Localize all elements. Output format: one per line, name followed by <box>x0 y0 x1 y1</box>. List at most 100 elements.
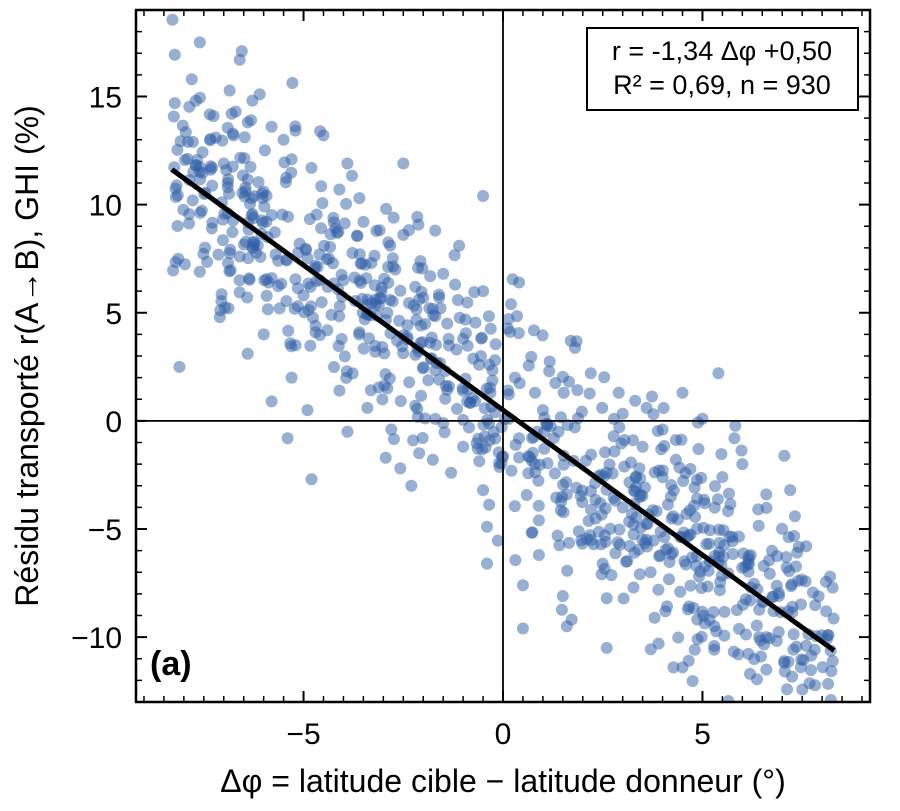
data-point <box>353 248 366 261</box>
data-point <box>451 294 464 306</box>
data-point <box>368 249 381 262</box>
data-point <box>313 329 326 341</box>
data-point <box>516 622 529 635</box>
data-point <box>783 565 796 578</box>
data-point <box>763 632 776 645</box>
data-point <box>394 284 407 297</box>
data-point <box>665 548 678 561</box>
data-point <box>565 613 578 626</box>
data-point <box>477 190 490 202</box>
data-point <box>244 197 256 210</box>
data-point <box>585 503 597 516</box>
data-point <box>621 555 634 568</box>
data-point <box>166 13 179 26</box>
data-point <box>333 183 346 196</box>
data-point <box>715 448 728 461</box>
data-point <box>557 458 570 471</box>
data-point <box>736 561 749 574</box>
data-point <box>781 683 793 696</box>
data-point <box>204 134 217 147</box>
data-point <box>484 381 496 394</box>
data-point <box>394 462 407 475</box>
data-point <box>173 360 186 373</box>
data-point <box>788 530 801 542</box>
y-tick-label: 5 <box>105 298 122 331</box>
data-point <box>799 575 812 588</box>
data-point <box>676 386 689 399</box>
data-point <box>226 226 239 239</box>
data-point <box>476 443 488 456</box>
data-point <box>516 579 529 592</box>
data-point <box>689 510 702 523</box>
data-point <box>288 302 301 315</box>
data-point <box>433 291 446 304</box>
data-point <box>690 473 703 486</box>
data-point <box>222 302 235 315</box>
data-point <box>703 537 716 550</box>
data-point <box>709 480 721 493</box>
data-point <box>505 298 517 311</box>
data-point <box>387 211 400 224</box>
data-point <box>532 514 545 527</box>
data-point <box>633 462 646 475</box>
data-point <box>305 473 318 486</box>
data-point <box>252 176 265 189</box>
data-point <box>285 166 298 179</box>
data-point <box>827 612 840 625</box>
data-point <box>608 445 621 458</box>
data-point <box>556 590 569 602</box>
data-point <box>728 432 741 445</box>
data-point <box>648 611 661 624</box>
data-point <box>426 453 439 466</box>
data-point <box>713 536 726 549</box>
data-point <box>241 347 254 360</box>
data-point <box>527 324 540 337</box>
data-point <box>595 568 608 581</box>
data-point <box>382 276 395 289</box>
y-axis-title: Résidu transporté r(A→B), GHI (%) <box>9 105 45 606</box>
data-point <box>607 430 620 443</box>
data-point <box>265 395 278 408</box>
data-point <box>604 522 617 535</box>
data-point <box>416 432 429 444</box>
data-point <box>627 434 639 447</box>
data-point <box>563 536 575 549</box>
data-point <box>583 387 596 400</box>
data-point <box>364 384 377 397</box>
data-point <box>792 759 804 771</box>
data-point <box>784 484 797 497</box>
data-point <box>222 173 235 186</box>
data-point <box>315 296 328 309</box>
data-point <box>438 426 451 439</box>
data-point <box>229 105 242 118</box>
data-point <box>644 643 657 656</box>
data-point <box>194 173 207 186</box>
data-point <box>423 302 436 315</box>
data-point <box>415 389 428 402</box>
data-point <box>495 457 508 470</box>
data-point <box>807 586 819 599</box>
data-point <box>651 425 664 437</box>
regression-line <box>170 167 836 653</box>
data-point <box>414 255 427 268</box>
data-point <box>750 619 763 632</box>
data-point <box>223 265 236 278</box>
data-point <box>763 554 776 567</box>
data-point <box>735 444 748 457</box>
data-point <box>453 239 466 252</box>
data-point <box>402 224 415 237</box>
data-point <box>304 280 317 293</box>
data-point <box>647 408 660 421</box>
data-point <box>502 313 515 326</box>
data-point <box>599 502 612 515</box>
data-point <box>411 410 424 423</box>
data-point <box>477 484 490 497</box>
data-point <box>489 338 502 351</box>
data-point <box>665 479 678 491</box>
data-point <box>760 501 773 514</box>
points-layer <box>166 13 840 771</box>
data-point <box>311 261 324 273</box>
data-point <box>284 337 297 350</box>
data-point <box>508 500 521 513</box>
